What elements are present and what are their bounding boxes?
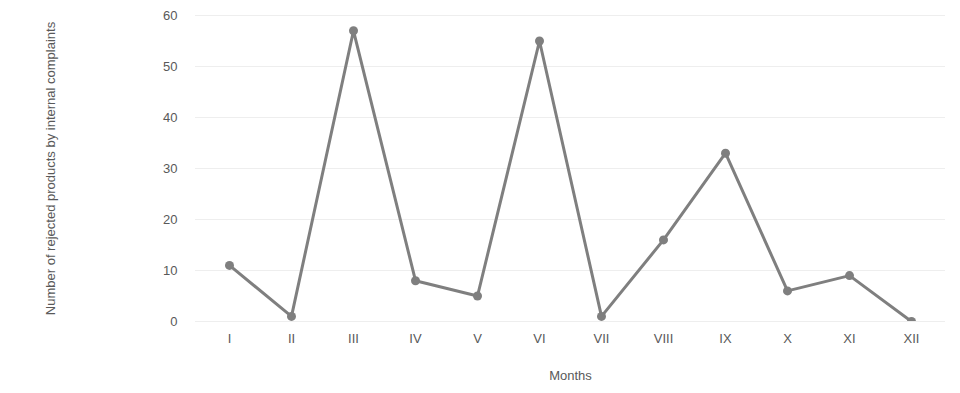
- svg-text:40: 40: [163, 110, 177, 125]
- svg-text:III: III: [348, 331, 359, 346]
- svg-text:XII: XII: [904, 331, 920, 346]
- svg-text:50: 50: [163, 59, 177, 74]
- svg-text:I: I: [228, 331, 232, 346]
- svg-text:II: II: [288, 331, 295, 346]
- svg-text:XI: XI: [843, 331, 855, 346]
- svg-text:30: 30: [163, 161, 177, 176]
- svg-text:0: 0: [170, 314, 177, 329]
- svg-text:Months: Months: [549, 368, 592, 383]
- svg-text:60: 60: [163, 8, 177, 23]
- svg-text:VI: VI: [533, 331, 545, 346]
- svg-text:Number of rejected products by: Number of rejected products by internal …: [43, 21, 58, 315]
- svg-text:10: 10: [163, 263, 177, 278]
- svg-text:IX: IX: [719, 331, 732, 346]
- svg-text:IV: IV: [409, 331, 422, 346]
- svg-text:V: V: [473, 331, 482, 346]
- svg-text:VIII: VIII: [654, 331, 674, 346]
- svg-text:VII: VII: [594, 331, 610, 346]
- svg-text:20: 20: [163, 212, 177, 227]
- svg-text:X: X: [783, 331, 792, 346]
